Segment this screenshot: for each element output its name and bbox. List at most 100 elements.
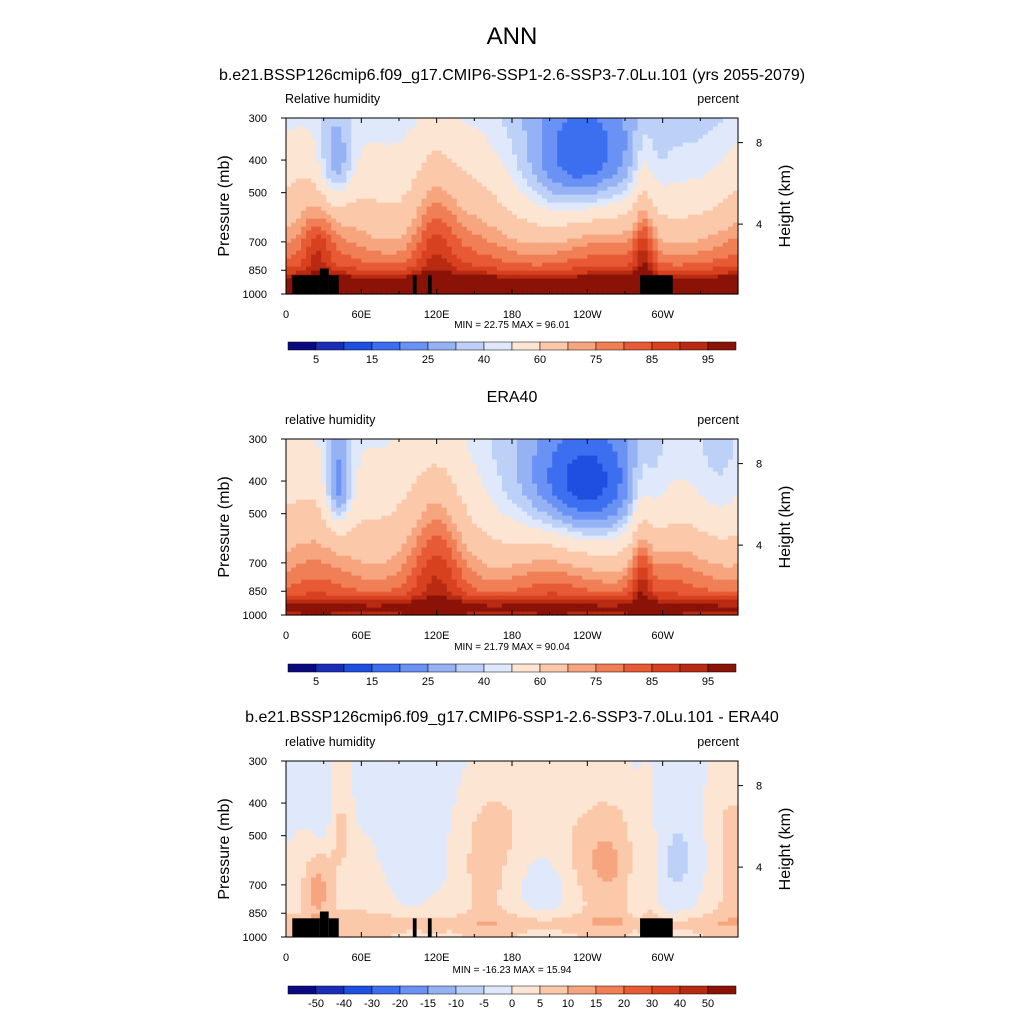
contour-cell	[491, 238, 498, 243]
contour-cell	[291, 571, 297, 576]
contour-cell	[512, 162, 518, 167]
contour-cell	[436, 178, 443, 183]
contour-cell	[587, 262, 593, 267]
contour-cell	[527, 270, 533, 275]
contour-cell	[446, 134, 453, 139]
contour-cell	[291, 166, 297, 171]
contour-cell	[351, 603, 357, 608]
contour-cell	[501, 222, 508, 227]
contour-cell	[496, 226, 503, 231]
contour-cell	[622, 190, 629, 195]
contour-cell	[547, 286, 553, 291]
contour-cell	[562, 146, 568, 151]
contour-cell	[421, 198, 428, 203]
contour-cell	[296, 202, 302, 207]
contour-cell	[446, 154, 453, 159]
contour-cell	[557, 142, 563, 147]
contour-cell	[456, 575, 463, 580]
contour-cell	[486, 587, 493, 592]
contour-cell	[391, 603, 398, 608]
contour-cell	[562, 290, 568, 295]
contour-cell	[512, 230, 518, 235]
contour-cell	[612, 214, 619, 219]
contour-cell	[602, 266, 609, 271]
contour-cell	[311, 579, 317, 584]
contour-cell	[366, 270, 372, 275]
contour-cell	[552, 238, 558, 243]
contour-cell	[496, 583, 503, 588]
contour-cell	[411, 254, 418, 259]
contour-cell	[401, 258, 408, 263]
contour-cell	[517, 202, 523, 207]
figure-title: ANN	[487, 23, 538, 50]
contour-cell	[637, 603, 644, 608]
contour-cell	[557, 270, 563, 275]
contour-cell	[717, 222, 724, 227]
contour-cell	[486, 599, 493, 604]
contour-cell	[311, 575, 317, 580]
contour-cell	[481, 575, 488, 580]
contour-cell	[537, 146, 543, 151]
contour-cell	[632, 258, 639, 263]
contour-cell	[431, 186, 438, 191]
contour-cell	[446, 587, 453, 592]
contour-cell	[471, 158, 478, 163]
contour-cell	[727, 282, 734, 287]
contour-cell	[637, 242, 644, 247]
contour-cell	[717, 166, 724, 171]
contour-cell	[356, 158, 362, 163]
contour-cell	[371, 210, 377, 215]
contour-cell	[426, 202, 433, 207]
contour-cell	[416, 174, 423, 179]
contour-cell	[582, 607, 588, 612]
contour-cell	[306, 198, 312, 203]
contour-cell	[356, 222, 362, 227]
contour-cell	[371, 182, 377, 187]
contour-cell	[622, 174, 629, 179]
contour-cell	[376, 230, 383, 235]
contour-cell	[557, 222, 563, 227]
contour-cell	[501, 126, 508, 131]
contour-cell	[471, 178, 478, 183]
contour-cell	[451, 262, 458, 267]
contour-cell	[532, 579, 538, 584]
contour-cell	[376, 158, 383, 163]
contour-cell	[587, 194, 593, 199]
contour-cell	[572, 282, 578, 287]
contour-cell	[532, 174, 538, 179]
contour-cell	[597, 146, 603, 151]
contour-cell	[592, 607, 598, 612]
contour-cell	[481, 186, 488, 191]
contour-cell	[542, 122, 548, 127]
contour-cell	[461, 130, 468, 135]
contour-cell	[446, 583, 453, 588]
contour-cell	[301, 587, 307, 592]
contour-cell	[411, 146, 418, 151]
contour-cell	[717, 122, 724, 127]
contour-cell	[617, 202, 624, 207]
contour-cell	[431, 222, 438, 227]
contour-cell	[316, 190, 322, 195]
contour-cell	[517, 579, 523, 584]
contour-cell	[436, 194, 443, 199]
contour-cell	[486, 142, 493, 147]
contour-cell	[582, 603, 588, 608]
contour-cell	[567, 170, 573, 175]
contour-cell	[481, 234, 488, 239]
contour-cell	[356, 282, 362, 287]
contour-cell	[461, 122, 468, 127]
contour-cell	[532, 258, 538, 263]
contour-cell	[466, 595, 473, 600]
contour-cell	[552, 599, 558, 604]
contour-cell	[622, 278, 629, 283]
contour-cell	[647, 250, 654, 255]
contour-cell	[647, 166, 654, 171]
contour-cell	[612, 118, 619, 123]
contour-cell	[532, 138, 538, 143]
contour-cell	[421, 118, 428, 123]
contour-cell	[722, 583, 729, 588]
contour-cell	[476, 262, 483, 267]
contour-cell	[592, 575, 598, 580]
contour-cell	[667, 206, 674, 211]
contour-cell	[597, 218, 603, 223]
